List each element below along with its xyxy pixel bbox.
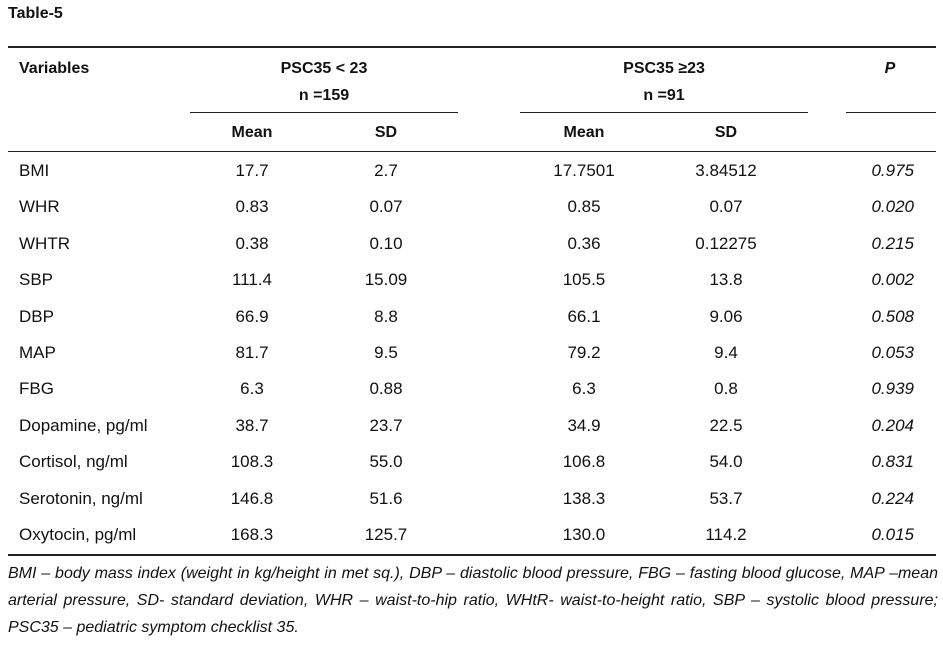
header-mean-2: Mean: [563, 124, 605, 141]
table-row: Cortisol, ng/ml 108.3 55.0 106.8 54.0 0.831: [8, 444, 936, 480]
cell-sd-group2: 0.8: [714, 379, 738, 399]
cell-mean-group1: 66.9: [235, 306, 269, 326]
cell-p-value: 0.831: [871, 452, 914, 472]
cell-mean-group2: 105.5: [562, 270, 606, 290]
cell-p-value: 0.508: [871, 306, 914, 326]
cell-sd-group2: 54.0: [709, 452, 743, 472]
bottom-rule: [8, 554, 936, 556]
cell-p-value: 0.204: [871, 415, 914, 435]
cell-mean-group1: 168.3: [230, 524, 274, 544]
cell-p-value: 0.053: [871, 342, 914, 362]
cell-sd-group1: 15.09: [364, 270, 408, 290]
table-body: BMI 17.7 2.7 17.7501 3.84512 0.975 WHR 0.83 0.07…: [8, 153, 936, 553]
cell-sd-group1: 0.88: [369, 379, 403, 399]
group2-n: n =91: [643, 87, 685, 104]
cell-sd-group1: 0.10: [369, 233, 403, 253]
table-row: MAP 81.7 9.5 79.2 9.4 0.053: [8, 335, 936, 371]
cell-mean-group2: 79.2: [567, 342, 601, 362]
cell-p-value: 0.215: [871, 233, 914, 253]
cell-sd-group2: 53.7: [709, 488, 743, 508]
cell-mean-group2: 106.8: [562, 452, 606, 472]
header-sd-2: SD: [714, 124, 738, 141]
cell-sd-group2: 9.4: [714, 342, 738, 362]
cell-variable: FBG: [19, 379, 54, 399]
cell-mean-group1: 108.3: [230, 452, 274, 472]
group2-rule: [520, 112, 808, 113]
cell-mean-group1: 0.83: [235, 197, 269, 217]
table-row: WHR 0.83 0.07 0.85 0.07 0.020: [8, 189, 936, 225]
table-footnote: BMI – body mass index (weight in kg/heig…: [8, 565, 938, 636]
cell-sd-group2: 3.84512: [695, 161, 757, 180]
cell-sd-group1: 125.7: [364, 524, 408, 544]
cell-sd-group2: 114.2: [705, 524, 747, 544]
cell-sd-group2: 13.8: [709, 270, 743, 290]
cell-mean-group2: 0.85: [567, 197, 601, 217]
table-row: Dopamine, pg/ml 38.7 23.7 34.9 22.5 0.204: [8, 408, 936, 444]
cell-mean-group2: 0.36: [567, 233, 601, 253]
cell-p-value: 0.020: [871, 197, 914, 217]
cell-p-value: 0.224: [871, 488, 914, 508]
cell-variable: Serotonin, ng/ml: [19, 488, 143, 508]
table-row: DBP 66.9 8.8 66.1 9.06 0.508: [8, 299, 936, 335]
group1-header: PSC35 < 23: [190, 57, 458, 81]
cell-sd-group1: 9.5: [374, 342, 398, 362]
group1-label: PSC35 < 23: [280, 60, 368, 77]
cell-mean-group1: 38.7: [235, 415, 269, 435]
header-mean-1: Mean: [231, 124, 273, 141]
cell-sd-group2: 0.12275: [695, 233, 757, 253]
top-rule: [8, 46, 936, 48]
table-title: Table-5: [8, 5, 63, 22]
cell-sd-group1: 23.7: [369, 415, 403, 435]
cell-variable: MAP: [19, 342, 56, 362]
cell-mean-group1: 17.7: [235, 161, 269, 180]
cell-mean-group1: 0.38: [235, 233, 269, 253]
group1-n-line: n =159: [298, 87, 350, 104]
cell-sd-group2: 22.5: [709, 415, 743, 435]
table-row: WHTR 0.38 0.10 0.36 0.12275 0.215: [8, 226, 936, 262]
cell-sd-group1: 8.8: [374, 306, 398, 326]
header-p: P: [884, 60, 896, 77]
cell-mean-group2: 138.3: [562, 488, 606, 508]
cell-mean-group2: 34.9: [567, 415, 601, 435]
cell-sd-group1: 0.07: [369, 197, 403, 217]
cell-variable: BMI: [19, 161, 50, 180]
cell-mean-group1: 81.7: [235, 342, 269, 362]
cell-mean-group1: 6.3: [240, 379, 264, 399]
cell-sd-group1: 2.7: [374, 161, 398, 180]
cell-mean-group1: 146.8: [230, 488, 274, 508]
table-row: Serotonin, ng/ml 146.8 51.6 138.3 53.7 0.224: [8, 481, 936, 517]
cell-variable: Dopamine, pg/ml: [19, 415, 148, 435]
cell-variable: Oxytocin, pg/ml: [19, 524, 137, 544]
header-sd-1: SD: [374, 124, 398, 141]
table-row: FBG 6.3 0.88 6.3 0.8 0.939: [8, 371, 936, 407]
cell-mean-group2: 6.3: [572, 379, 596, 399]
cell-sd-group2: 0.07: [709, 197, 743, 217]
cell-sd-group1: 51.6: [369, 488, 403, 508]
group1-rule: [190, 112, 458, 113]
header-bottom-rule: [8, 151, 936, 152]
cell-variable: WHR: [19, 197, 60, 217]
cell-p-value: 0.939: [871, 379, 914, 399]
table-row: Oxytocin, pg/ml 168.3 125.7 130.0 114.2 0.015: [8, 517, 936, 553]
cell-mean-group1: 111.4: [231, 270, 273, 290]
cell-variable: WHTR: [19, 233, 70, 253]
cell-mean-group2: 130.0: [562, 524, 606, 544]
cell-p-value: 0.015: [871, 524, 914, 544]
cell-p-value: 0.002: [871, 270, 914, 290]
table-row: BMI 17.7 2.7 17.7501 3.84512 0.975: [8, 153, 936, 189]
header-variables: Variables: [19, 60, 90, 77]
table-row: SBP 111.4 15.09 105.5 13.8 0.002: [8, 262, 936, 298]
cell-p-value: 0.975: [871, 161, 914, 180]
cell-mean-group2: 66.1: [567, 306, 601, 326]
cell-sd-group2: 9.06: [709, 306, 743, 326]
cell-variable: DBP: [19, 306, 54, 326]
group2-label: PSC35 ≥23: [623, 60, 705, 77]
p-rule: [846, 112, 936, 113]
cell-variable: SBP: [19, 270, 54, 290]
cell-sd-group1: 55.0: [369, 452, 403, 472]
cell-variable: Cortisol, ng/ml: [19, 452, 128, 472]
cell-mean-group2: 17.7501: [553, 161, 615, 180]
